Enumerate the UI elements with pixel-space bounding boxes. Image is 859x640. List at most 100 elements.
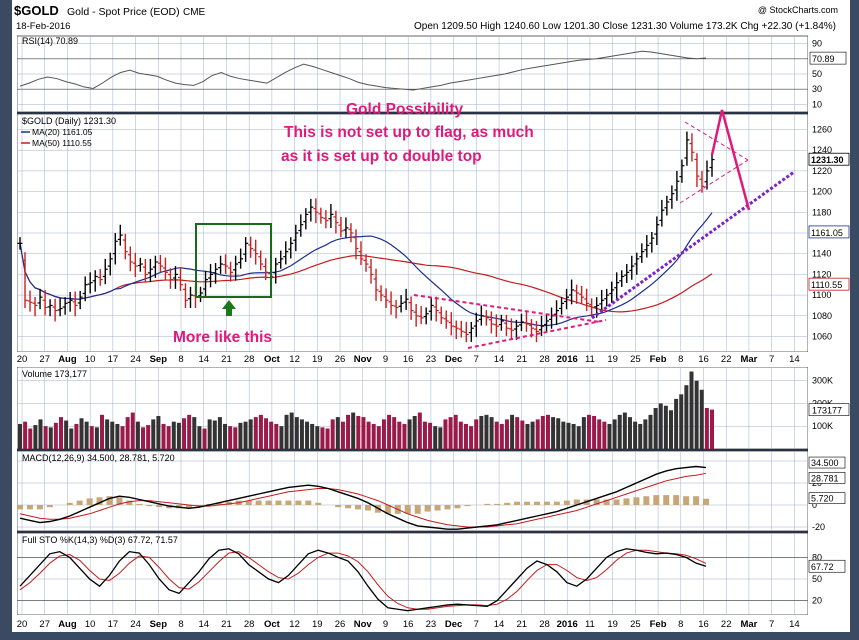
x-tick-label: 20 bbox=[17, 619, 28, 630]
last-price-tag-box bbox=[808, 152, 850, 166]
x-tick-label: 26 bbox=[335, 619, 346, 630]
x-tick-label: 8 bbox=[678, 619, 683, 630]
volume-bar bbox=[279, 426, 284, 449]
macd-hist-bar bbox=[156, 505, 163, 508]
volume-bar bbox=[228, 426, 233, 449]
volume-bar bbox=[684, 385, 689, 449]
ma20-legend: MA(20) 1161.05 bbox=[32, 127, 93, 137]
x-tick-label: 8 bbox=[678, 354, 683, 365]
volume-bar bbox=[504, 419, 509, 449]
x-tick-label: 11 bbox=[585, 354, 595, 365]
annotation-title: Gold Possibility bbox=[346, 101, 464, 118]
volume-bar bbox=[484, 414, 489, 449]
volume-bar bbox=[274, 423, 279, 449]
volume-bar bbox=[710, 409, 714, 449]
x-tick-label: 21 bbox=[221, 354, 232, 365]
volume-bar bbox=[38, 419, 43, 449]
macd-hist-bar bbox=[504, 502, 511, 505]
macd-panel bbox=[16, 450, 809, 532]
x-tick-label: Nov bbox=[354, 619, 373, 630]
x-tick-label: 23 bbox=[426, 619, 437, 630]
macd-hist-bar bbox=[116, 497, 123, 505]
volume-tick: 300K bbox=[812, 376, 833, 386]
volume-bar bbox=[243, 421, 248, 449]
volume-bar bbox=[545, 414, 550, 449]
rsi-tick: 50 bbox=[812, 69, 822, 79]
volume-bar bbox=[633, 421, 638, 449]
x-tick-label: 16 bbox=[403, 619, 414, 630]
macd-hist-bar bbox=[364, 505, 371, 511]
x-tick-label: 21 bbox=[516, 354, 527, 365]
macd-hist-bar bbox=[17, 505, 23, 510]
chart-date: 18-Feb-2016 bbox=[16, 21, 70, 32]
x-tick-label: 22 bbox=[721, 619, 732, 630]
x-tick-label: 14 bbox=[198, 354, 209, 365]
macd-hist-bar bbox=[46, 505, 53, 508]
volume-bar bbox=[361, 417, 366, 449]
watermark: @ StockCharts.com bbox=[758, 5, 838, 15]
volume-bar bbox=[335, 417, 340, 449]
volume-bar bbox=[340, 421, 345, 449]
annotation-more-like-this: More like this bbox=[173, 329, 272, 346]
volume-bar bbox=[299, 419, 304, 449]
volume-bar bbox=[253, 417, 258, 449]
x-tick-label: 14 bbox=[494, 354, 505, 365]
description: Gold - Spot Price (EOD) bbox=[67, 6, 180, 18]
flag-lower-line bbox=[467, 319, 607, 349]
volume-bar bbox=[182, 418, 187, 449]
price-label: $GOLD (Daily) 1231.30 bbox=[22, 116, 116, 126]
volume-bar bbox=[576, 426, 581, 449]
volume-bar bbox=[23, 421, 28, 449]
volume-bar bbox=[551, 417, 556, 449]
volume-bar bbox=[402, 423, 407, 449]
highlight-box bbox=[195, 223, 272, 298]
sto-tick: 20 bbox=[812, 596, 822, 606]
x-axis: 20 20 27 27 Aug Aug 10 10 17 17 24 24 Sep Sep 8 8 14 14 21… bbox=[17, 354, 800, 630]
ma20-tag-box bbox=[808, 225, 850, 239]
price-tick: 1260 bbox=[812, 125, 832, 135]
rsi-value: 70.89 bbox=[812, 54, 835, 64]
volume-tick: 100K bbox=[812, 421, 833, 431]
sto-k-line bbox=[19, 548, 707, 612]
volume-bar bbox=[612, 419, 617, 449]
macd-hist-bar bbox=[673, 495, 680, 505]
projection-path bbox=[710, 109, 751, 211]
volume-bar bbox=[94, 427, 99, 449]
rsi-tick: 30 bbox=[812, 84, 822, 94]
volume-bar bbox=[33, 425, 38, 449]
price-tick: 1120 bbox=[812, 269, 831, 279]
volume-bar bbox=[679, 394, 684, 449]
sto-tick: 50 bbox=[812, 574, 822, 584]
annotation-line-1: This is not set up to flag, as much bbox=[284, 124, 534, 141]
volume-bar bbox=[258, 414, 263, 449]
pennant-upper-line bbox=[684, 121, 749, 161]
macd-hist-bar bbox=[255, 500, 262, 505]
sto-tick: 80 bbox=[812, 552, 822, 562]
x-tick-label: 27 bbox=[39, 619, 50, 630]
volume-bar bbox=[622, 412, 627, 449]
price-tick: 1220 bbox=[812, 166, 832, 176]
rsi-tick: 90 bbox=[812, 39, 822, 49]
volume-bar bbox=[607, 423, 612, 449]
macd-hist-bar bbox=[345, 505, 352, 509]
rsi-indicator: 907050301070.89 bbox=[17, 39, 847, 109]
x-tick-label: Aug bbox=[58, 354, 77, 365]
volume-bar bbox=[192, 417, 197, 449]
up-arrow-icon bbox=[222, 300, 236, 316]
macd-hist-bar bbox=[186, 505, 193, 509]
rsi-value-tag bbox=[809, 51, 847, 65]
macd-tag-box bbox=[808, 456, 846, 469]
volume-bar bbox=[202, 428, 207, 449]
volume-bar bbox=[351, 412, 356, 449]
macd-hist-bar bbox=[265, 500, 272, 505]
volume-value: 173177 bbox=[812, 406, 842, 416]
x-tick-label: 22 bbox=[721, 354, 732, 365]
price-tick: 1100 bbox=[812, 290, 831, 300]
x-tick-label: Oct bbox=[264, 619, 281, 630]
volume-bar bbox=[105, 419, 110, 449]
macd-hist-bar bbox=[663, 495, 670, 505]
macd-hist-bar bbox=[404, 505, 411, 514]
x-tick-label: 11 bbox=[585, 619, 595, 630]
macd-hist-bar bbox=[126, 500, 133, 505]
volume-bar bbox=[469, 426, 474, 449]
